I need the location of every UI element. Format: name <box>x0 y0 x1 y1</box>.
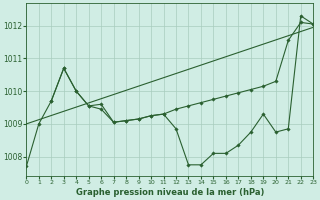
X-axis label: Graphe pression niveau de la mer (hPa): Graphe pression niveau de la mer (hPa) <box>76 188 264 197</box>
